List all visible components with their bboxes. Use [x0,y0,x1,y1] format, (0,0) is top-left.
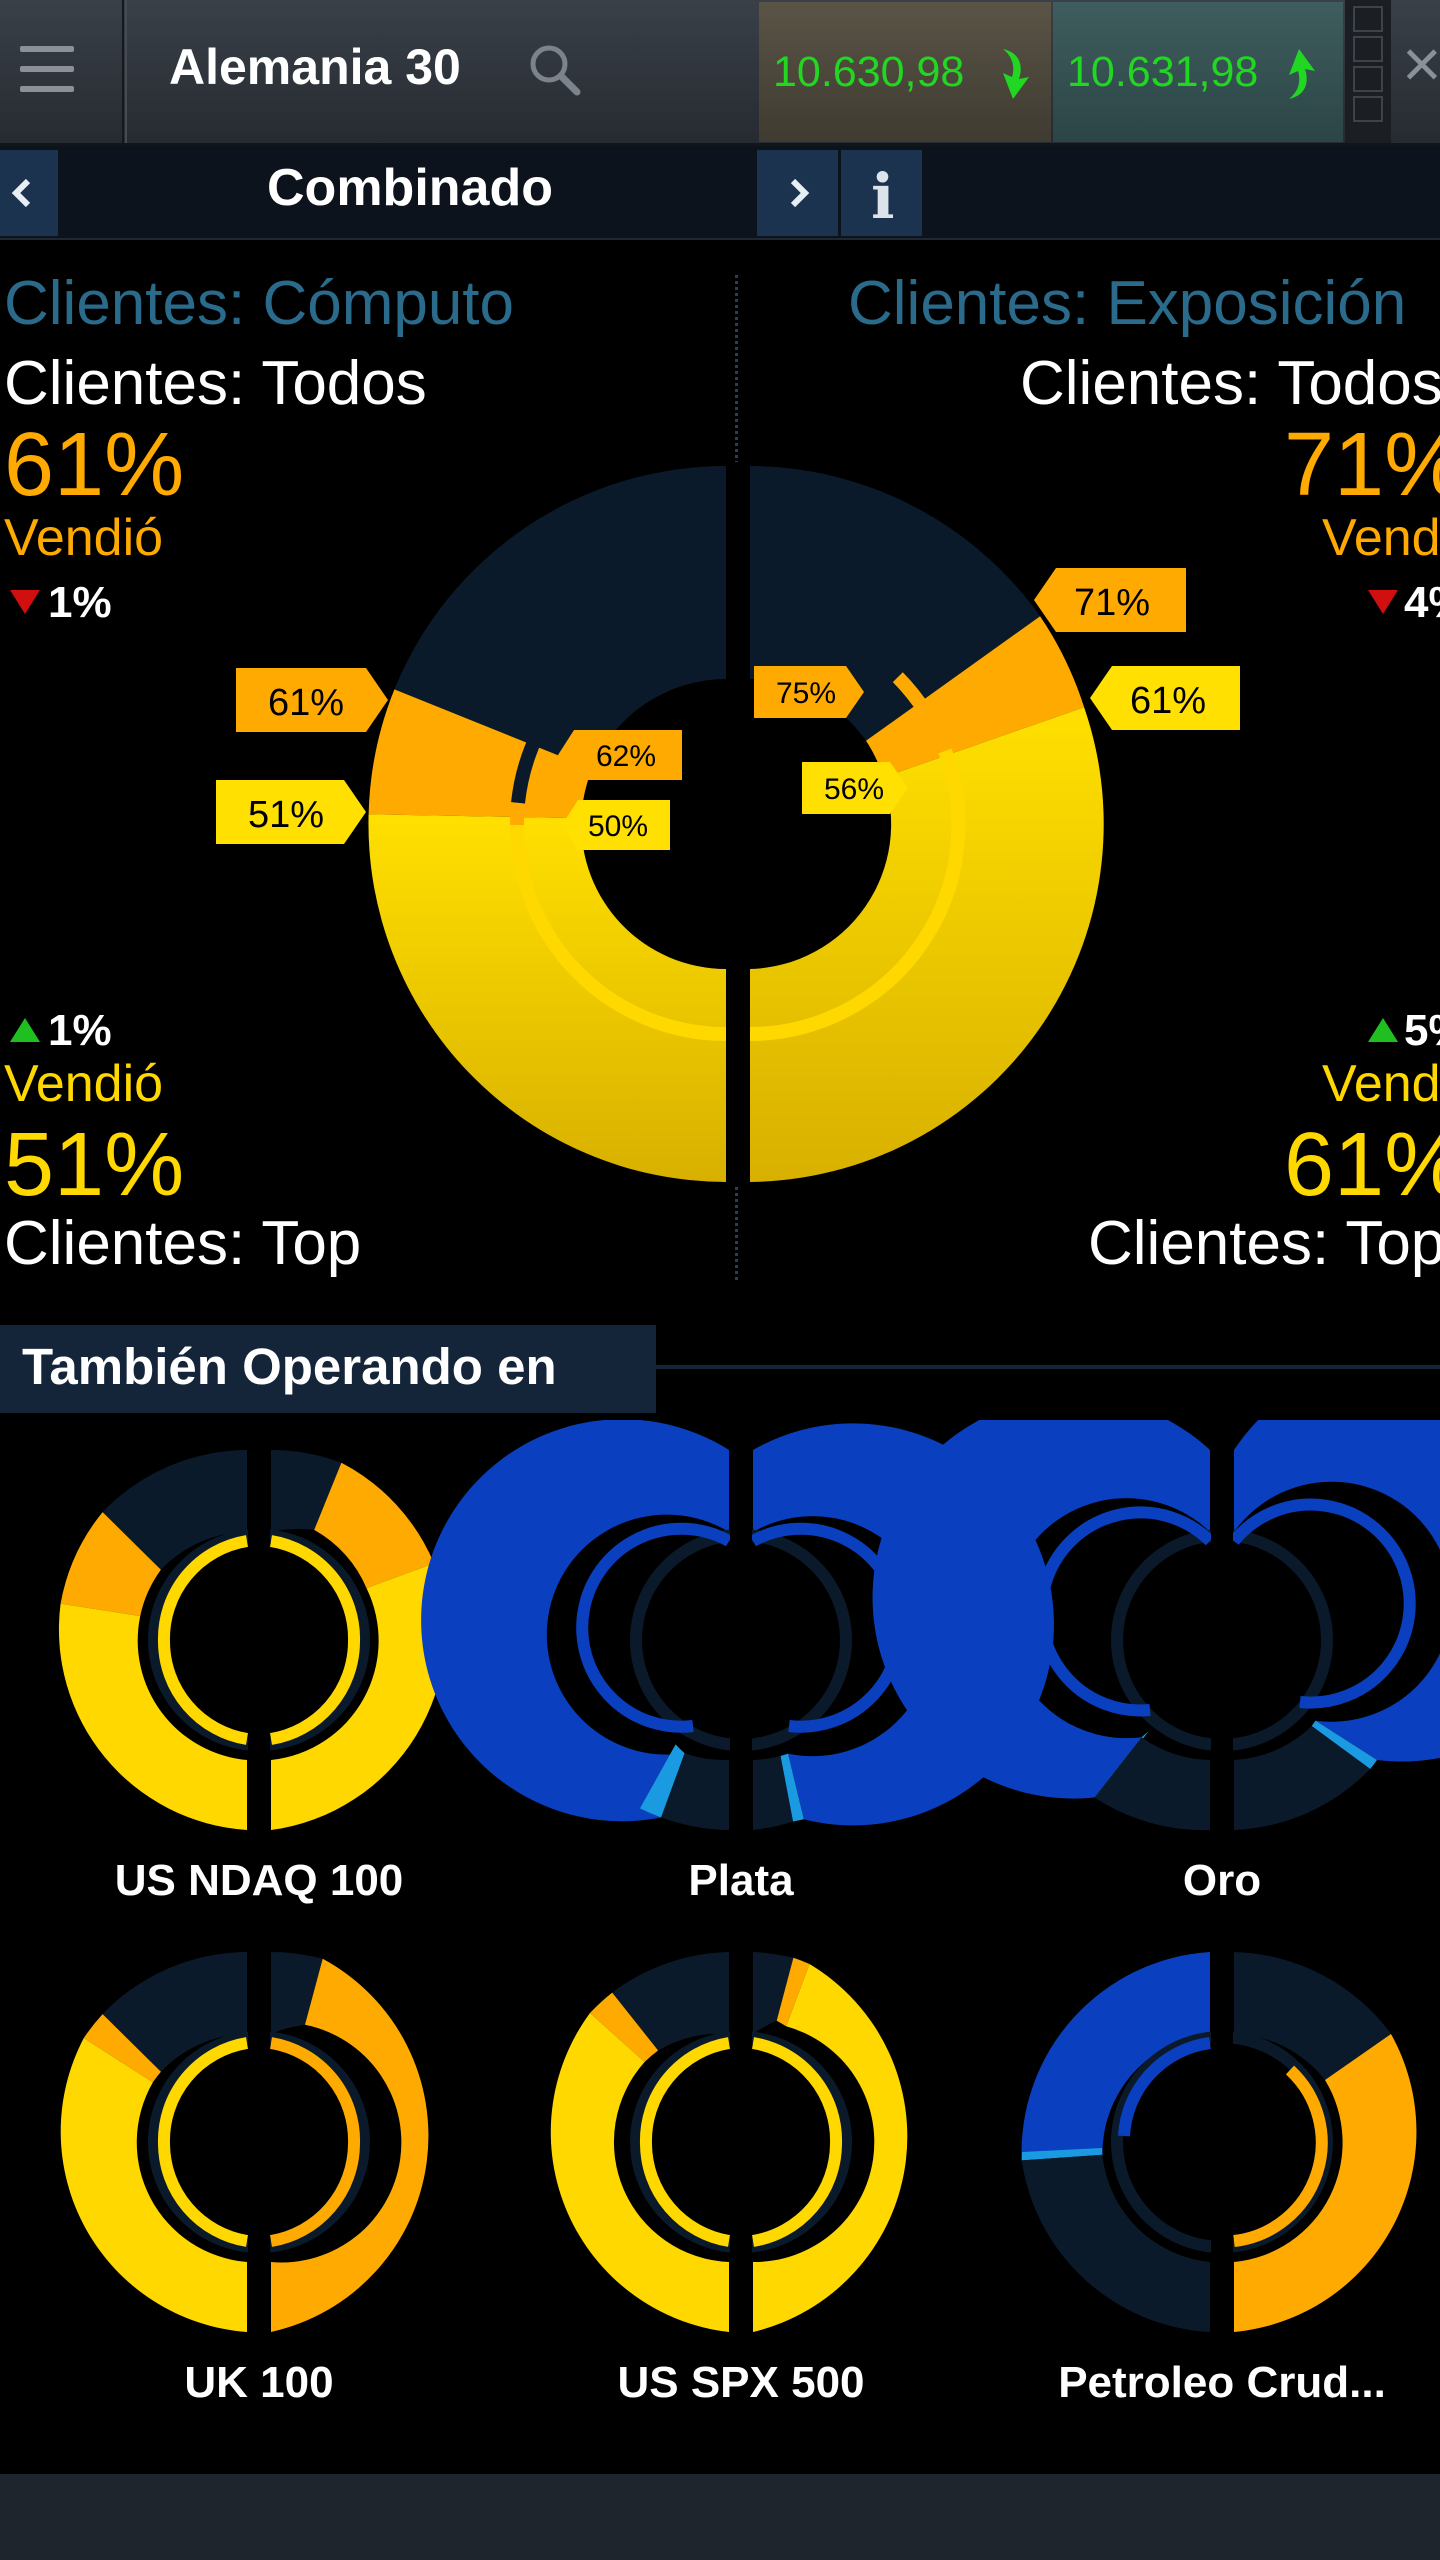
arrow-up-icon [1289,49,1315,99]
market-card-us-spx-500[interactable] [550,1940,908,2344]
sub-bar [0,146,1440,240]
left-tag-inner-top: 50% [588,810,648,843]
market-label-petroleo-crudo[interactable]: Petroleo Crud... [1058,2358,1386,2407]
left-title: Clientes: Cómputo [4,269,515,338]
grip-icon[interactable] [1345,0,1391,143]
right-outer-orange [866,616,1085,778]
market-label-oro[interactable]: Oro [1182,1856,1262,1905]
down-triangle-icon [10,590,40,614]
left-top-label: Clientes: Top [4,1209,362,1278]
right-top-action: Vendió [1322,1055,1440,1113]
market-card-petroleo-crudo[interactable] [1021,1940,1417,2344]
right-all-label: Clientes: Todos [1020,349,1440,418]
left-inner-orange [509,802,525,826]
right-all-pct: 71% [1284,415,1440,515]
instrument-title: Alemania 30 [169,39,461,95]
right-all-action: Vendió [1322,509,1440,567]
buy-price: 10.631,98 [1067,48,1259,96]
right-top-label: Clientes: Top [1088,1209,1440,1278]
right-top-pct: 61% [1284,1115,1440,1215]
right-inner-orange [892,672,952,754]
left-top-change: 1% [48,1006,112,1055]
menu-icon-line [20,66,74,72]
left-tag-outer-all: 61% [268,682,344,724]
chevron-left-icon [11,178,31,208]
section-line [656,1365,1440,1369]
left-tag-outer-top: 51% [248,794,324,836]
up-triangle-icon [10,1018,40,1042]
left-all-label: Clientes: Todos [4,349,427,418]
market-label-us-spx-500[interactable]: US SPX 500 [617,2358,865,2407]
market-card-us-ndaq-100[interactable] [58,1438,446,1842]
search-icon[interactable] [527,42,583,98]
next-button[interactable] [757,150,838,236]
left-outer-yellow [368,814,726,1182]
info-icon: i [871,160,895,233]
sell-price: 10.630,98 [773,48,965,96]
mode-title: Combinado [267,159,553,217]
arrow-down-icon [1003,49,1029,99]
left-inner-yellow [510,824,727,1041]
left-all-action: Vendió [4,509,164,567]
market-label-plata[interactable]: Plata [688,1856,794,1905]
markets-grid [58,1420,1440,2344]
right-title: Clientes: Exposición [848,269,1407,338]
info-button[interactable]: i [841,150,922,236]
buy-price-button[interactable]: 10.631,98 [1053,2,1343,142]
left-outer-orange [368,689,593,819]
left-top-action: Vendió [4,1055,164,1113]
bottom-bar [0,2474,1440,2560]
down-triangle-icon [1368,590,1398,614]
left-outer-bg [394,466,726,769]
menu-button[interactable] [0,0,124,143]
market-card-oro[interactable] [872,1420,1440,1842]
right-tag-inner-all: 75% [776,677,836,710]
section-title: También Operando en [22,1338,557,1395]
right-inner-yellow [749,748,966,1041]
right-tag-outer-all: 71% [1074,582,1150,624]
chevron-right-icon [790,178,810,208]
left-inner-bg [511,608,727,804]
right-tag-outer-top: 61% [1130,680,1206,722]
left-all-pct: 61% [4,415,185,515]
market-label-us-ndaq-100[interactable]: US NDAQ 100 [114,1856,404,1905]
close-icon[interactable]: × [1402,26,1440,102]
left-all-change: 1% [48,578,112,627]
up-triangle-icon [1368,1018,1398,1042]
prev-button[interactable] [0,150,58,236]
sell-price-button[interactable]: 10.630,98 [759,2,1051,142]
section-header [0,1325,656,1413]
instrument-selector[interactable]: Alemania 30 [125,0,759,143]
left-tag-inner-all: 62% [596,740,656,773]
menu-icon-line [20,86,74,92]
menu-icon [20,46,74,52]
right-all-change: 4% [1404,578,1440,627]
right-top-change: 5% [1404,1006,1440,1055]
market-label-uk-100[interactable]: UK 100 [184,2358,334,2407]
sentiment-chart: 61% 51% 62% 50% 71% 61% 75% 56% [216,466,1240,1182]
right-tag-inner-top: 56% [824,773,884,806]
market-card-uk-100[interactable] [60,1940,429,2344]
right-inner-bg [749,609,903,683]
left-top-pct: 51% [4,1115,185,1215]
